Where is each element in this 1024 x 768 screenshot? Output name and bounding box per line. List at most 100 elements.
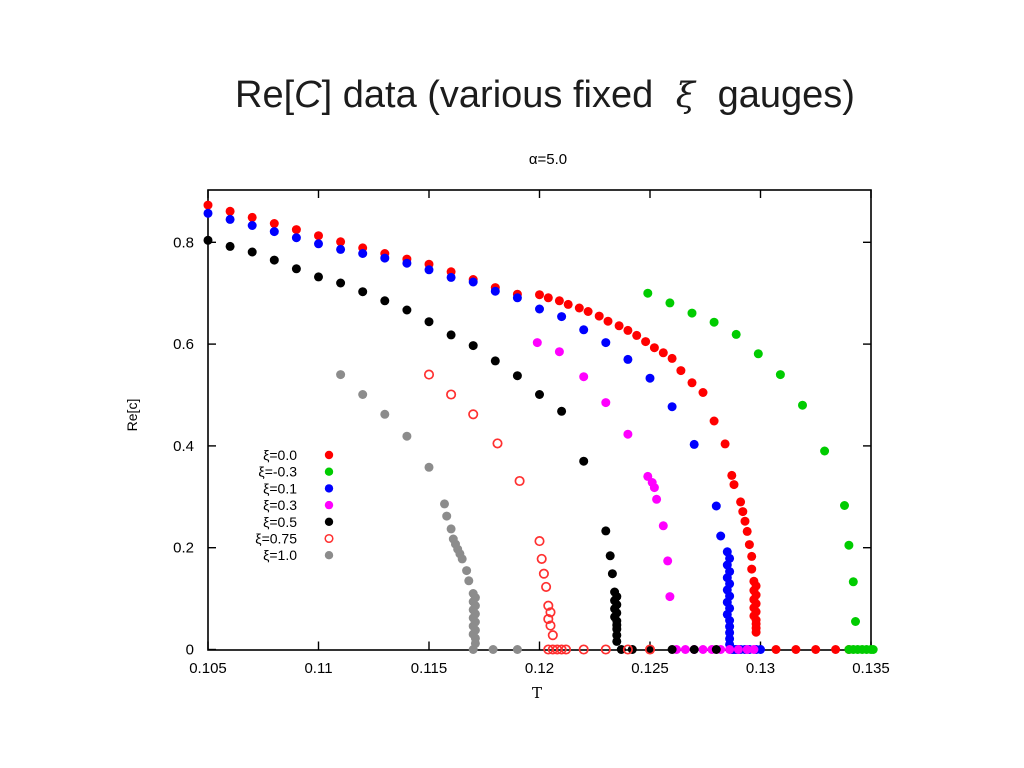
data-point <box>554 296 564 306</box>
data-point <box>844 540 854 550</box>
series-ξ=0.0 <box>203 200 854 654</box>
data-point <box>729 480 739 490</box>
data-point <box>798 400 807 410</box>
series-ξ=-0.3 <box>643 288 878 654</box>
data-point <box>468 645 478 654</box>
series-ξ=0.75 <box>423 369 656 655</box>
slide-title-xi-symbol: ξ <box>675 76 696 116</box>
data-point <box>667 645 677 654</box>
x-tick-label: 0.12 <box>525 660 554 677</box>
data-point <box>490 286 500 296</box>
data-point <box>811 645 821 654</box>
data-point <box>751 627 761 637</box>
data-point <box>380 296 390 306</box>
data-point <box>490 356 500 366</box>
data-point <box>446 272 456 282</box>
legend-label-6: ξ=1.0 <box>263 547 297 563</box>
data-point <box>652 494 662 504</box>
data-point <box>736 497 746 507</box>
legend-marker-0 <box>324 450 334 460</box>
data-point <box>848 577 858 587</box>
data-point <box>545 607 556 618</box>
data-point <box>442 511 452 521</box>
data-point <box>536 553 547 564</box>
legend-marker-3 <box>324 500 334 510</box>
legend-marker-5 <box>324 533 334 544</box>
x-tick-label: 0.11 <box>304 660 332 677</box>
data-point <box>698 645 708 654</box>
data-point <box>358 249 368 258</box>
data-point <box>753 349 763 359</box>
series-ξ=0.5 <box>203 235 721 654</box>
legend-label-4: ξ=0.5 <box>263 514 297 530</box>
data-point <box>291 225 301 235</box>
data-point <box>623 325 633 335</box>
data-point <box>623 429 633 439</box>
data-point <box>336 237 346 247</box>
data-point <box>738 507 748 517</box>
data-point <box>601 398 611 408</box>
data-point <box>731 329 741 339</box>
data-point <box>578 644 589 655</box>
data-point <box>512 371 522 381</box>
legend-marker-2 <box>324 484 334 493</box>
data-point <box>314 272 323 282</box>
data-point <box>605 551 615 561</box>
x-tick-label: 0.135 <box>852 660 890 677</box>
data-point <box>535 290 544 300</box>
legend-marker-1 <box>324 467 334 476</box>
data-point <box>756 645 765 654</box>
legend-label-5: ξ=0.75 <box>255 531 297 547</box>
data-point <box>601 338 611 348</box>
slide-title: Re[C] data (various fixed ξ gauges) <box>235 74 855 117</box>
data-point <box>462 566 472 576</box>
data-point <box>649 343 659 353</box>
data-point <box>247 247 257 257</box>
data-point <box>446 330 456 340</box>
data-point <box>514 475 525 487</box>
data-point <box>868 645 878 654</box>
data-point <box>689 439 699 449</box>
slide-title-text-pre: Re[ <box>235 74 295 116</box>
data-point <box>541 581 552 592</box>
data-point <box>698 388 708 397</box>
data-point <box>667 402 677 412</box>
data-point <box>358 287 368 297</box>
data-point <box>535 304 544 314</box>
data-point <box>225 241 235 251</box>
data-point <box>560 644 572 655</box>
x-tick-label: 0.125 <box>631 660 669 677</box>
data-point <box>711 501 721 511</box>
data-point <box>203 200 213 210</box>
data-point <box>775 370 785 380</box>
plot-frame <box>207 189 872 651</box>
data-point <box>744 540 754 550</box>
series-ξ=0.3 <box>532 338 759 654</box>
data-point <box>574 303 584 313</box>
data-point <box>563 299 573 309</box>
data-point <box>557 312 567 322</box>
data-point <box>594 311 604 321</box>
data-point <box>402 431 412 441</box>
x-tick-label: 0.115 <box>411 660 447 677</box>
data-point <box>532 338 542 348</box>
y-tick-label: 0.4 <box>173 438 194 455</box>
data-point <box>663 556 673 566</box>
data-point <box>840 501 849 510</box>
legend-marker-4 <box>324 517 334 526</box>
data-point <box>314 231 323 241</box>
data-point <box>269 255 279 265</box>
data-point <box>543 613 554 625</box>
data-point <box>543 293 553 303</box>
data-point <box>612 636 622 646</box>
chart-title: α=5.0 <box>529 151 567 168</box>
data-point <box>709 317 719 327</box>
data-point <box>747 564 757 574</box>
data-point <box>291 264 301 274</box>
data-point <box>225 214 235 224</box>
series-ξ=1.0 <box>336 370 522 654</box>
data-point <box>225 206 235 216</box>
data-point <box>534 536 545 547</box>
data-point <box>423 369 435 380</box>
data-point <box>622 644 633 655</box>
